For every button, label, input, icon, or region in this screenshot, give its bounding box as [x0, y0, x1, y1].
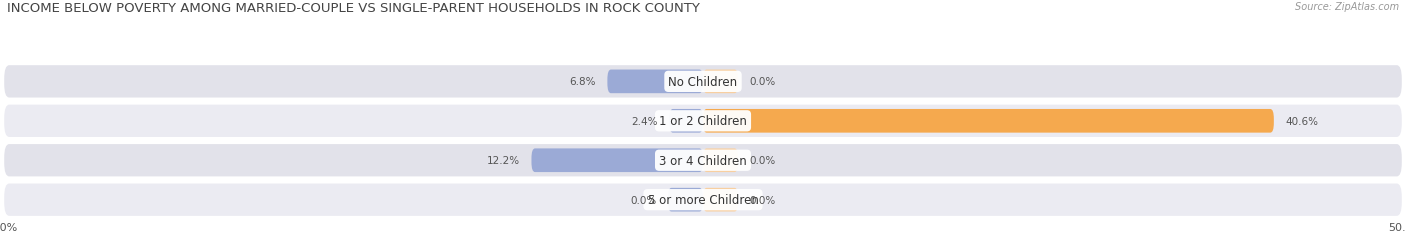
- FancyBboxPatch shape: [668, 188, 703, 212]
- Text: 0.0%: 0.0%: [630, 195, 657, 205]
- FancyBboxPatch shape: [4, 184, 1402, 216]
- FancyBboxPatch shape: [703, 109, 1274, 133]
- FancyBboxPatch shape: [4, 66, 1402, 98]
- Text: 5 or more Children: 5 or more Children: [648, 193, 758, 206]
- Text: 0.0%: 0.0%: [749, 195, 776, 205]
- FancyBboxPatch shape: [703, 188, 738, 212]
- Text: 6.8%: 6.8%: [569, 77, 596, 87]
- Text: No Children: No Children: [668, 76, 738, 88]
- Text: 1 or 2 Children: 1 or 2 Children: [659, 115, 747, 128]
- FancyBboxPatch shape: [4, 105, 1402, 137]
- FancyBboxPatch shape: [669, 109, 703, 133]
- Text: Source: ZipAtlas.com: Source: ZipAtlas.com: [1295, 2, 1399, 12]
- FancyBboxPatch shape: [4, 144, 1402, 177]
- FancyBboxPatch shape: [703, 149, 738, 172]
- Text: 0.0%: 0.0%: [749, 155, 776, 166]
- Text: 40.6%: 40.6%: [1285, 116, 1317, 126]
- FancyBboxPatch shape: [531, 149, 703, 172]
- Text: 2.4%: 2.4%: [631, 116, 658, 126]
- FancyBboxPatch shape: [703, 70, 738, 94]
- Text: INCOME BELOW POVERTY AMONG MARRIED-COUPLE VS SINGLE-PARENT HOUSEHOLDS IN ROCK CO: INCOME BELOW POVERTY AMONG MARRIED-COUPL…: [7, 2, 700, 15]
- Text: 3 or 4 Children: 3 or 4 Children: [659, 154, 747, 167]
- FancyBboxPatch shape: [607, 70, 703, 94]
- Text: 12.2%: 12.2%: [486, 155, 520, 166]
- Text: 0.0%: 0.0%: [749, 77, 776, 87]
